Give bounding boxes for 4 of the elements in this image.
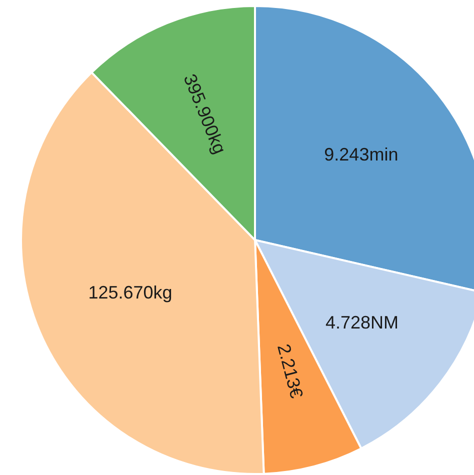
slice-label: 9.243min	[324, 144, 398, 164]
slice-label: 4.728NM	[325, 312, 398, 332]
slice-label: 2.213€	[274, 342, 307, 400]
slice-label: 125.670kg	[88, 282, 172, 302]
